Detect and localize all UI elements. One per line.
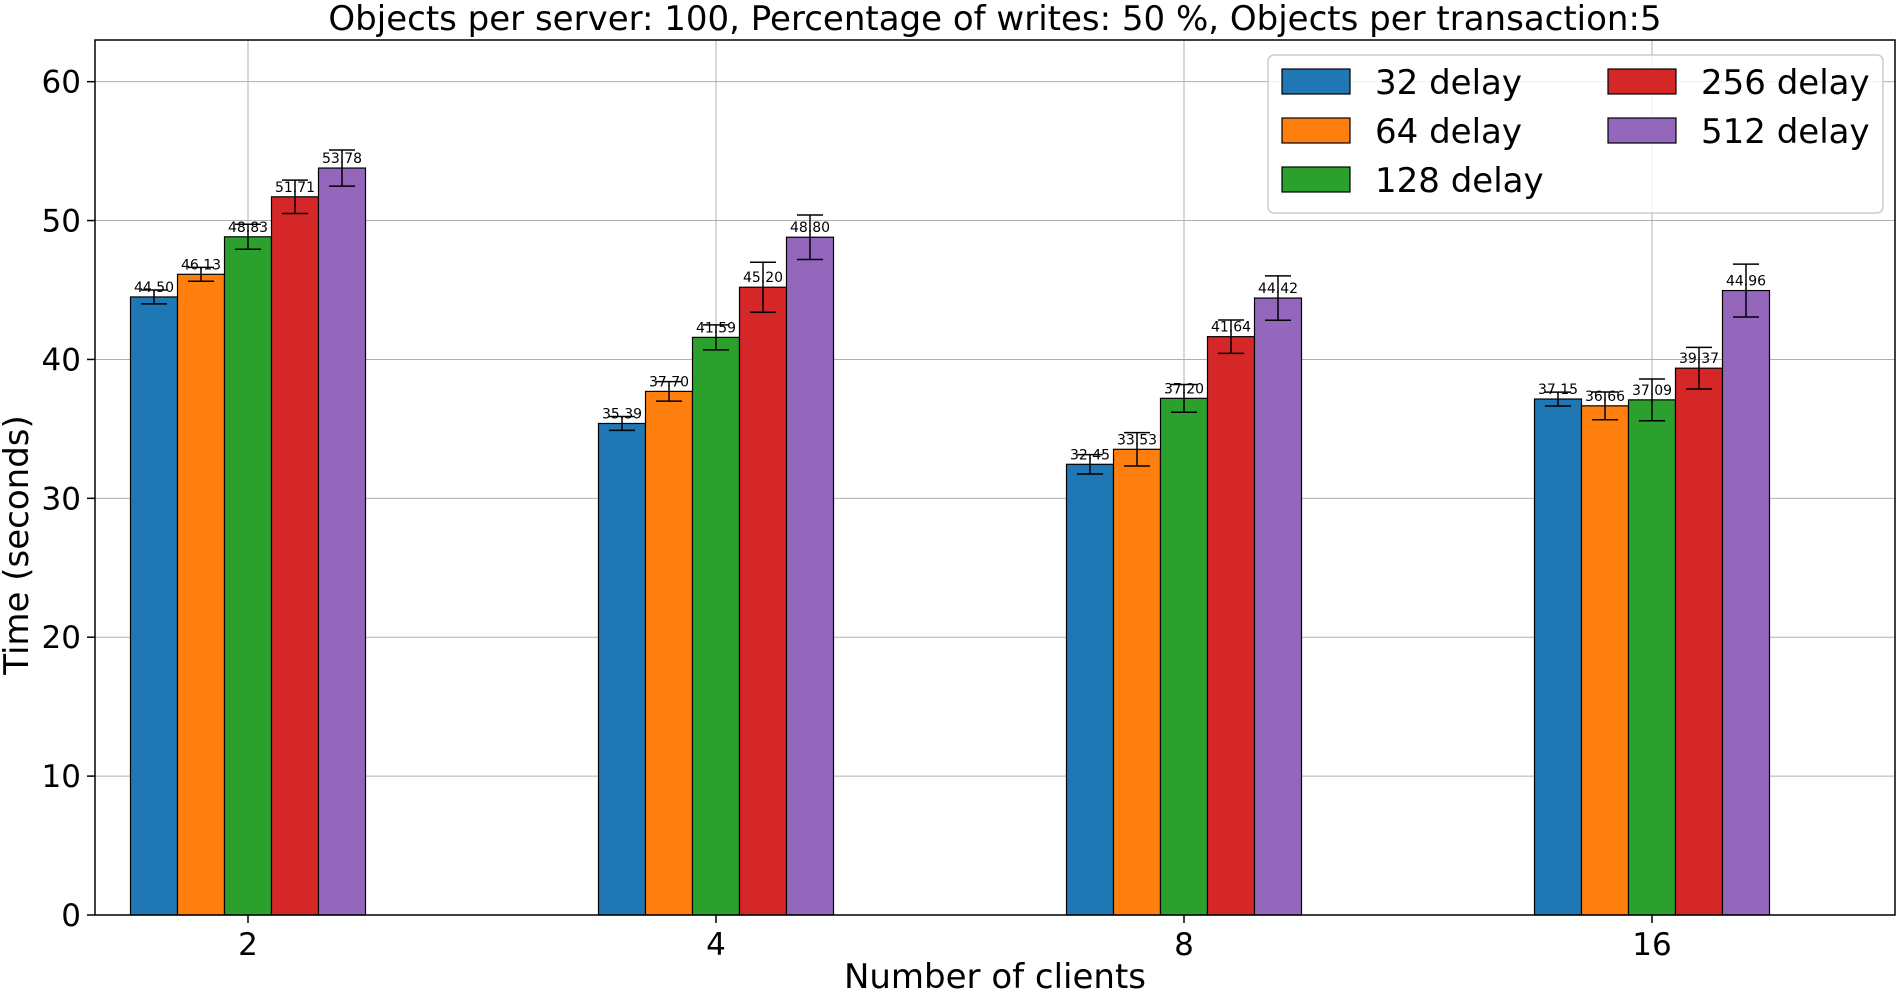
legend-label: 128 delay (1375, 161, 1544, 201)
y-axis: 0 10 20 30 40 50 60 (42, 65, 95, 934)
data-label: 44.50 (134, 280, 174, 296)
x-axis: 2 4 8 16 (238, 915, 1672, 963)
legend-swatch (1281, 68, 1351, 95)
bar (270, 196, 320, 916)
x-tick-label: 4 (706, 927, 726, 963)
x-tick-label: 16 (1632, 927, 1671, 963)
bar (1580, 405, 1630, 916)
bar (1253, 297, 1303, 916)
bar (1721, 289, 1771, 916)
data-label: 33.53 (1117, 432, 1157, 448)
plot-frame (94, 39, 1896, 916)
bar (1065, 463, 1115, 916)
chart-title: Objects per server: 100, Percentage of w… (328, 0, 1661, 39)
y-tick-label: 10 (42, 759, 81, 795)
bar (1206, 336, 1256, 916)
legend-swatch (1607, 117, 1677, 144)
data-label: 36.66 (1585, 389, 1625, 405)
y-tick-label: 0 (61, 898, 81, 934)
data-label: 41.59 (696, 320, 736, 336)
legend-label: 32 delay (1375, 63, 1522, 103)
bars: 44.50 35.39 32.45 37.15 46.13 37.70 33.53 36.66… (129, 149, 1771, 916)
legend-swatch (1281, 117, 1351, 144)
legend-label: 512 delay (1701, 112, 1870, 152)
data-label: 37.20 (1164, 381, 1204, 397)
bar (785, 236, 835, 916)
bar (1674, 367, 1724, 916)
bar (738, 286, 788, 916)
data-label: 45.20 (743, 270, 783, 286)
data-label: 44.42 (1258, 281, 1298, 297)
x-tick-label: 2 (238, 927, 258, 963)
data-label: 39.37 (1679, 351, 1719, 367)
bar (1112, 448, 1162, 916)
data-label: 46.13 (181, 257, 221, 273)
data-label: 53.78 (322, 151, 362, 167)
data-label: 48.80 (790, 220, 830, 236)
data-label: 51.71 (275, 180, 315, 196)
data-label: 37.09 (1632, 383, 1672, 399)
x-tick-label: 8 (1174, 927, 1194, 963)
data-label: 41.64 (1211, 320, 1251, 336)
bar (1627, 399, 1677, 916)
legend-box (1267, 54, 1884, 214)
data-label: 32.45 (1070, 447, 1110, 463)
legend-label: 64 delay (1375, 112, 1522, 152)
bar (129, 296, 179, 916)
data-label: 37.15 (1538, 382, 1578, 398)
bar (597, 422, 647, 916)
data-label: 44.96 (1726, 274, 1766, 290)
y-tick-label: 20 (42, 620, 81, 656)
data-label: 35.39 (602, 406, 642, 422)
legend-label: 256 delay (1701, 63, 1870, 103)
bar (1159, 397, 1209, 916)
bar (223, 236, 273, 916)
data-label: 37.70 (649, 374, 689, 390)
legend-swatch (1281, 166, 1351, 193)
bar (644, 390, 694, 916)
y-tick-label: 40 (42, 342, 81, 378)
bar (1533, 398, 1583, 916)
bar (317, 167, 367, 916)
bar (691, 336, 741, 916)
legend: 32 delay 64 delay 128 delay 256 delay 512 de… (1267, 54, 1884, 214)
y-tick-label: 30 (42, 481, 81, 517)
x-axis-label: Number of clients (844, 957, 1146, 997)
legend-swatch (1607, 68, 1677, 95)
y-axis-label: Time (seconds) (0, 415, 37, 676)
data-label: 48.83 (228, 220, 268, 236)
y-tick-label: 60 (42, 65, 81, 101)
bar (176, 273, 226, 916)
y-tick-label: 50 (42, 204, 81, 240)
